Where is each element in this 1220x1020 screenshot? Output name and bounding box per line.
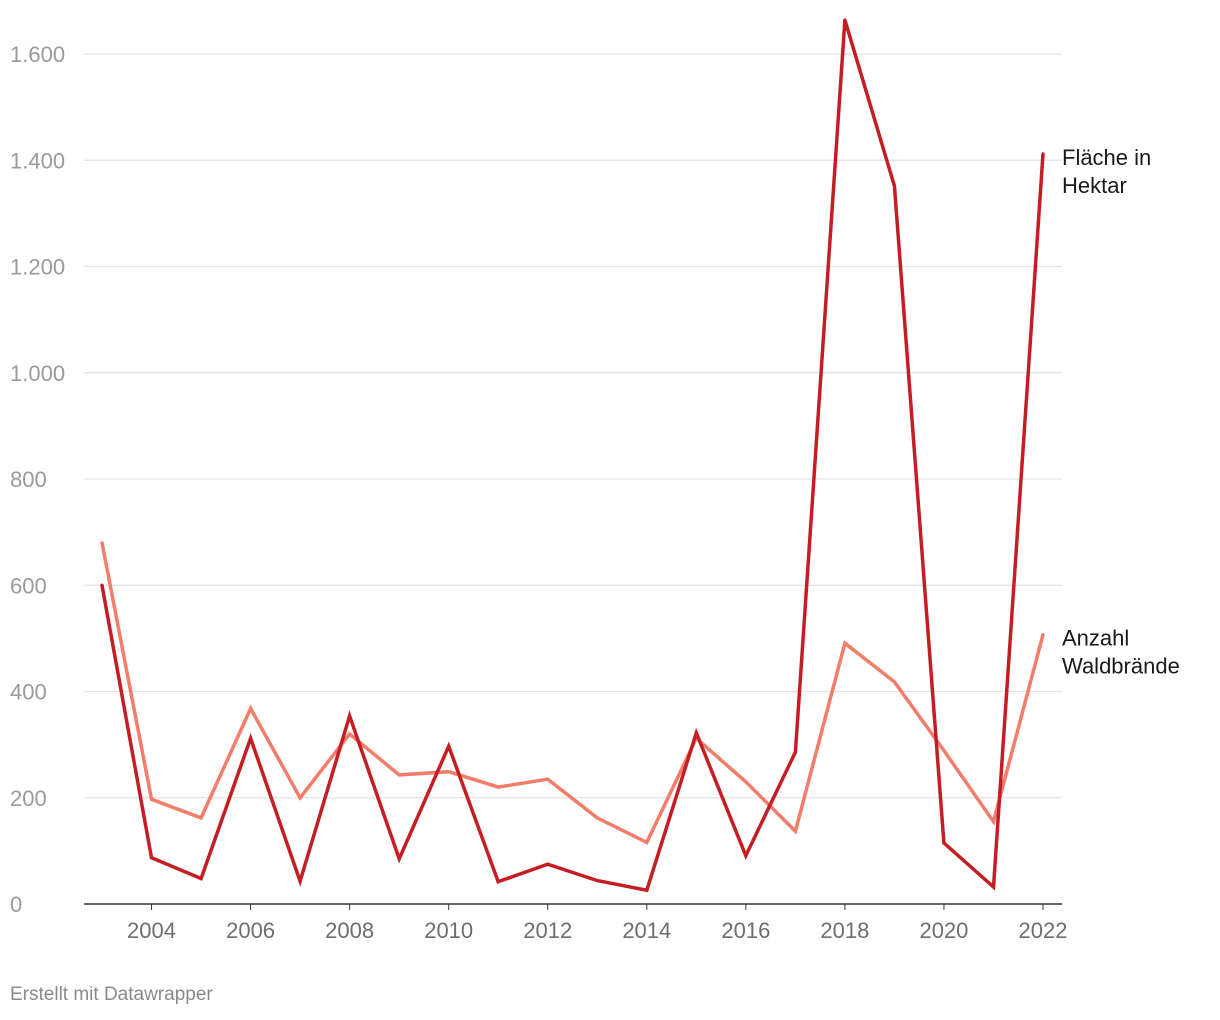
x-tick-label: 2006 — [226, 918, 275, 943]
y-tick-label: 200 — [10, 786, 47, 811]
data-point-anzahl-waldbraende — [496, 785, 500, 789]
x-tick-label: 2008 — [325, 918, 374, 943]
x-tick-label: 2016 — [721, 918, 770, 943]
data-point-flaeche-hektar — [645, 888, 649, 892]
y-tick-label: 1.200 — [10, 255, 65, 280]
x-tick-label: 2020 — [919, 918, 968, 943]
data-point-anzahl-waldbraende — [744, 780, 748, 784]
y-axis-ticks: 0 200 400 600 800 1.000 1.200 1.400 1.600 — [10, 42, 65, 917]
data-point-flaeche-hektar — [744, 854, 748, 858]
y-tick-label: 1.000 — [10, 361, 65, 386]
data-point-anzahl-waldbraende — [645, 840, 649, 844]
data-point-anzahl-waldbraende — [199, 816, 203, 820]
x-tick-label: 2018 — [820, 918, 869, 943]
data-point-anzahl-waldbraende — [546, 777, 550, 781]
data-point-anzahl-waldbraende — [942, 748, 946, 753]
data-point-flaeche-hektar — [892, 184, 897, 188]
y-tick-label: 400 — [10, 680, 47, 705]
data-point-flaeche-hektar — [793, 750, 797, 754]
data-point-flaeche-hektar — [694, 731, 698, 735]
data-point-anzahl-waldbraende — [843, 641, 847, 645]
y-tick-label: 1.600 — [10, 42, 65, 67]
data-point-anzahl-waldbraende — [298, 796, 302, 800]
grid-layer — [84, 53, 1062, 905]
data-point-anzahl-waldbraende — [991, 820, 996, 824]
data-point-flaeche-hektar — [843, 18, 847, 22]
data-point-anzahl-waldbraende — [149, 797, 154, 801]
data-point-anzahl-waldbraende — [100, 541, 104, 545]
data-point-anzahl-waldbraende — [397, 773, 401, 777]
x-tick-label: 2012 — [523, 918, 572, 943]
series-label-flaeche-hektar: Fläche in — [1062, 145, 1151, 170]
data-point-flaeche-hektar — [991, 885, 996, 889]
data-point-flaeche-hektar — [447, 744, 451, 748]
x-tick-label: 2014 — [622, 918, 671, 943]
data-point-flaeche-hektar — [595, 879, 599, 883]
data-point-flaeche-hektar — [149, 856, 154, 860]
data-point-flaeche-hektar — [100, 583, 104, 587]
data-point-anzahl-waldbraende — [892, 680, 897, 684]
data-point-anzahl-waldbraende — [447, 770, 451, 774]
data-point-flaeche-hektar — [298, 879, 302, 883]
series-label-anzahl-waldbraende: Anzahl — [1062, 626, 1129, 651]
series-line-anzahl-waldbraende — [100, 542, 1045, 845]
data-point-flaeche-hektar — [546, 862, 550, 866]
data-point-anzahl-waldbraende — [348, 732, 352, 736]
series-layer — [100, 18, 1045, 893]
y-tick-label: 800 — [10, 467, 47, 492]
data-point-flaeche-hektar — [496, 880, 500, 884]
data-point-flaeche-hektar — [248, 736, 253, 740]
y-tick-label: 1.400 — [10, 148, 65, 173]
x-tick-label: 2004 — [127, 918, 176, 943]
y-tick-label: 600 — [10, 573, 47, 598]
x-tick-label: 2010 — [424, 918, 473, 943]
data-point-flaeche-hektar — [348, 714, 352, 718]
data-point-anzahl-waldbraende — [595, 816, 599, 820]
x-tick-label: 2022 — [1019, 918, 1068, 943]
data-point-anzahl-waldbraende — [1041, 633, 1045, 637]
data-point-flaeche-hektar — [942, 841, 946, 845]
data-point-flaeche-hektar — [397, 857, 401, 861]
data-point-flaeche-hektar — [199, 876, 203, 881]
series-label-anzahl-waldbraende: Waldbrände — [1062, 654, 1180, 679]
data-point-anzahl-waldbraende — [248, 706, 253, 711]
series-line-flaeche-hektar — [100, 19, 1045, 893]
data-point-flaeche-hektar — [1041, 152, 1045, 156]
data-point-anzahl-waldbraende — [793, 829, 797, 833]
footer-credit: Erstellt mit Datawrapper — [10, 984, 213, 1005]
series-label-flaeche-hektar: Hektar — [1062, 173, 1127, 198]
x-axis-ticks: 2004 2006 2008 2010 2012 2014 2016 2018 2020 2022 — [127, 904, 1067, 943]
y-tick-label: 0 — [10, 892, 22, 917]
series-labels: Anzahl Waldbrände Fläche in Hektar — [1062, 145, 1180, 679]
